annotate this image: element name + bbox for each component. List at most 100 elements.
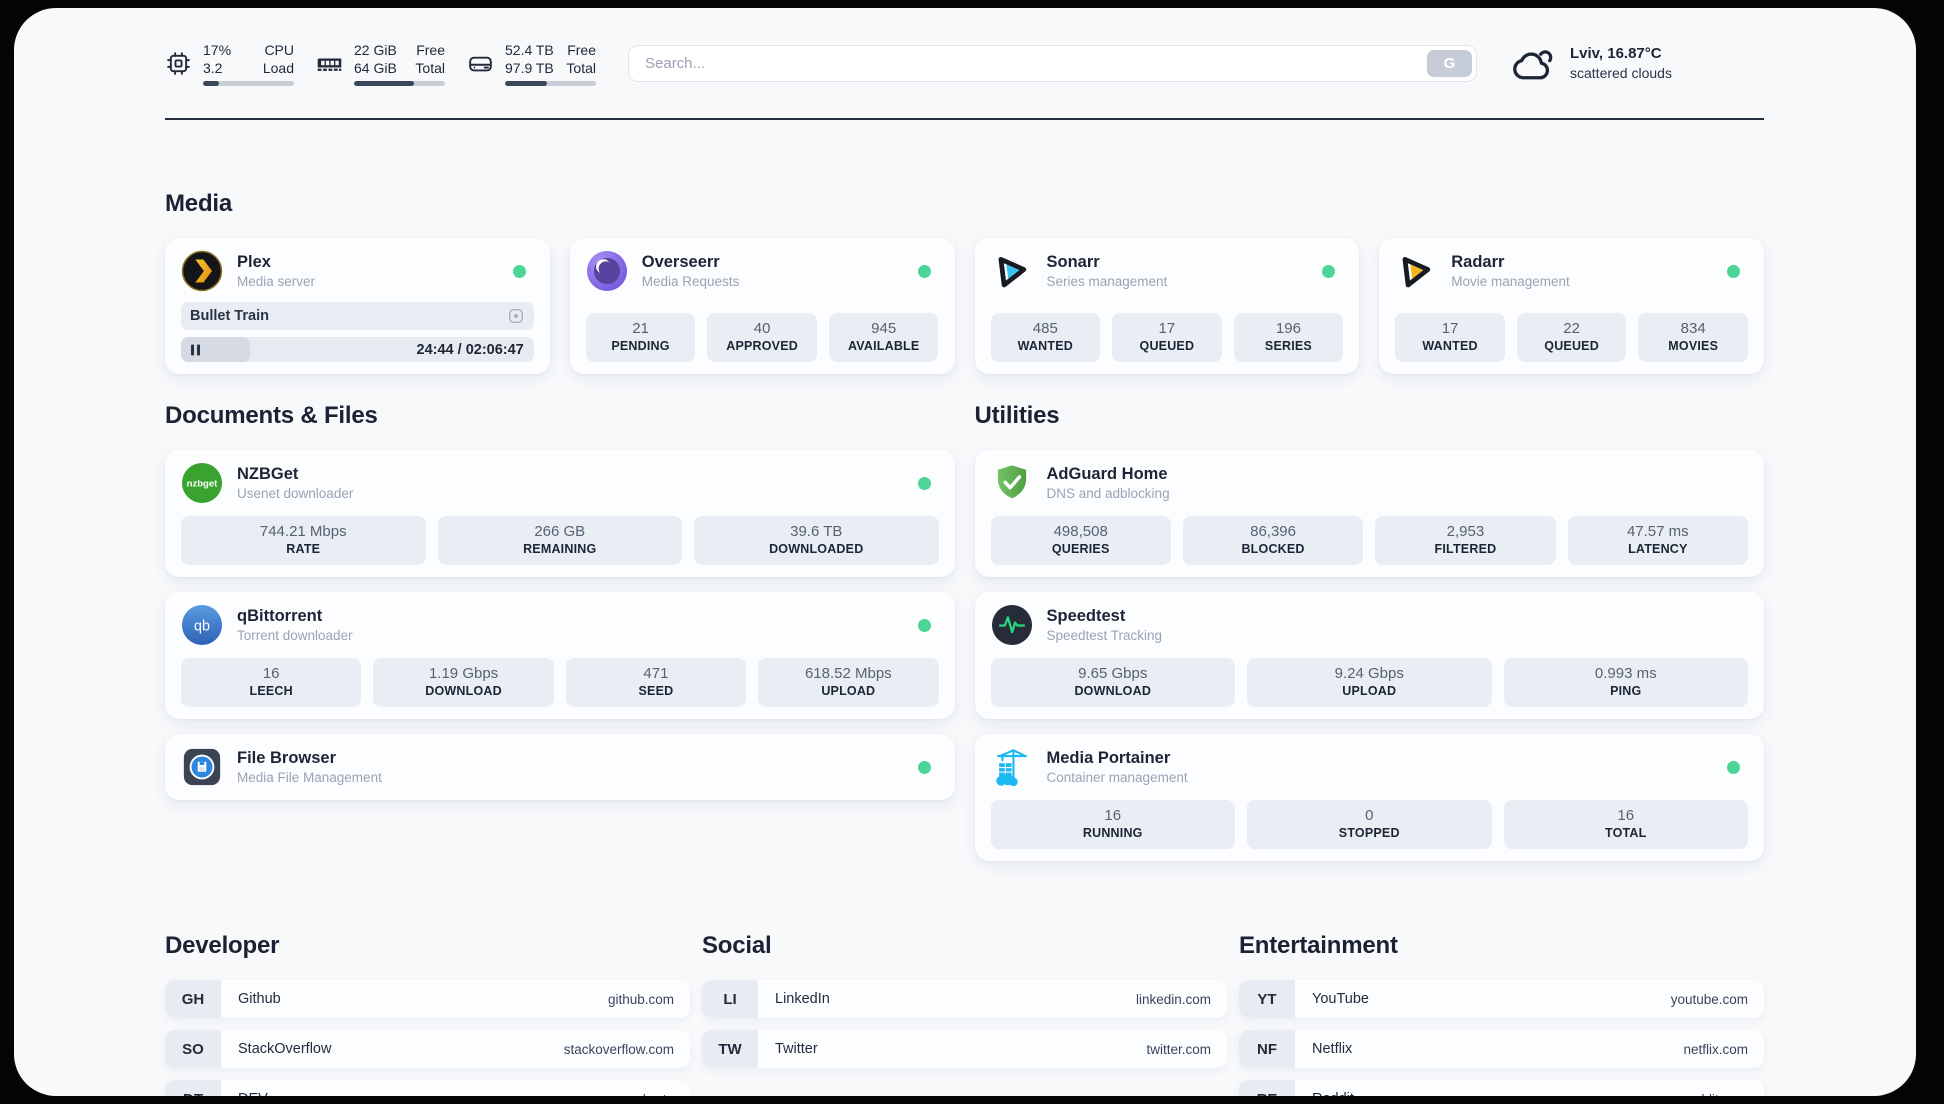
app-title: Sonarr (1046, 253, 1100, 271)
app-subtitle: Container management (1046, 770, 1188, 785)
app-title: Media Portainer (1046, 749, 1171, 767)
bookmark-name: DEV (238, 1091, 268, 1096)
now-playing-bar: Bullet Train (181, 302, 534, 330)
stat-box: 47.57 ms LATENCY (1567, 516, 1748, 565)
weather-widget: Lviv, 16.87°C scattered clouds (1509, 42, 1764, 84)
app-card-speedtest[interactable]: Speedtest Speedtest Tracking 9.65 Gbps D… (974, 592, 1764, 719)
bookmark-url: youtube.com (1670, 991, 1748, 1007)
disk-icon (469, 56, 492, 71)
app-title: NZBGet (237, 465, 299, 483)
stat-box: 39.6 TB DOWNLOADED (694, 516, 939, 565)
search-input[interactable] (628, 44, 1477, 82)
status-online-dot (917, 476, 931, 490)
radarr-logo-icon (1395, 250, 1437, 292)
section-title-social: Social (702, 932, 772, 959)
storage-widget: 52.4 TB Free 97.9 TB Total (467, 41, 596, 86)
stat-box: 266 GB REMAINING (437, 516, 682, 565)
bookmark-dev[interactable]: DT DEV dev.to (165, 1080, 690, 1096)
app-title: Radarr (1451, 253, 1505, 271)
app-card-filebrowser[interactable]: File Browser Media File Management (165, 734, 955, 800)
bookmark-abbr: LI (702, 980, 758, 1018)
memory-free-label: Free (416, 41, 445, 58)
weather-location-temp: Lviv, 16.87°C (1570, 45, 1662, 62)
stat-box: 471 SEED (565, 658, 747, 707)
stat-box: 21 PENDING (585, 313, 696, 362)
bookmark-youtube[interactable]: YT YouTube youtube.com (1239, 980, 1764, 1018)
pause-icon (191, 344, 200, 355)
session-icon (508, 308, 523, 324)
app-title: Overseerr (641, 253, 720, 271)
app-subtitle: Media Requests (641, 274, 740, 289)
header-divider (165, 118, 1764, 120)
bookmark-twitter[interactable]: TW Twitter twitter.com (702, 1030, 1227, 1068)
playback-time: 24:44 / 02:06:47 (416, 341, 524, 358)
bookmark-netflix[interactable]: NF Netflix netflix.com (1239, 1030, 1764, 1068)
bookmark-linkedin[interactable]: LI LinkedIn linkedin.com (702, 980, 1227, 1018)
section-entertainment: Entertainment YT YouTube youtube.com NF … (1239, 932, 1764, 1096)
cpu-load-value: 3.2 (203, 59, 223, 76)
bookmark-name: Reddit (1312, 1091, 1354, 1096)
plex-logo-icon (181, 250, 223, 292)
section-utilities: Utilities (974, 402, 1764, 876)
app-subtitle: Speedtest Tracking (1046, 628, 1163, 643)
app-title: File Browser (237, 749, 337, 767)
bookmark-abbr: RE (1239, 1080, 1295, 1096)
stat-box: 16 RUNNING (990, 800, 1235, 849)
ram-icon (317, 57, 342, 71)
cpu-load-label: Load (262, 59, 294, 76)
search-engine-button[interactable]: G (1427, 49, 1472, 77)
section-developer: Developer GH Github github.com SO StackO… (165, 932, 690, 1096)
status-online-dot (512, 264, 526, 278)
stat-box: 22 QUEUED (1516, 313, 1627, 362)
status-online-dot (917, 760, 931, 774)
app-card-overseerr[interactable]: Overseerr Media Requests 21 PENDING 40 A… (569, 238, 955, 374)
cpu-chip-icon (167, 51, 190, 75)
section-title-utilities: Utilities (974, 402, 1060, 429)
bookmark-stackoverflow[interactable]: SO StackOverflow stackoverflow.com (165, 1030, 690, 1068)
app-subtitle: Torrent downloader (237, 628, 353, 643)
stat-box: 16 LEECH (181, 658, 362, 707)
app-title: qBittorrent (237, 607, 323, 625)
stat-box: 16 TOTAL (1503, 800, 1748, 849)
weather-condition: scattered clouds (1570, 65, 1672, 81)
section-title-entertainment: Entertainment (1239, 932, 1398, 959)
app-subtitle: Media File Management (237, 770, 382, 785)
stat-box: 86,396 BLOCKED (1182, 516, 1364, 565)
stat-box: 9.24 Gbps UPLOAD (1247, 658, 1492, 707)
app-card-plex[interactable]: Plex Media server Bullet Train (165, 238, 550, 374)
bookmark-reddit[interactable]: RE Reddit reddit.com (1239, 1080, 1764, 1096)
stat-box: 485 WANTED (990, 313, 1101, 362)
stat-box: 0.993 ms PING (1503, 658, 1748, 707)
top-bar: 17% CPU 3.2 Load (165, 34, 1764, 92)
bookmark-url: linkedin.com (1135, 991, 1211, 1007)
status-online-dot (917, 618, 931, 632)
section-title-media: Media (165, 190, 233, 217)
status-online-dot (1727, 264, 1740, 278)
cpu-widget: 17% CPU 3.2 Load (165, 41, 294, 86)
section-documents-files: Documents & Files nzbget NZBGet Usenet d (165, 402, 955, 876)
app-card-sonarr[interactable]: Sonarr Series management 485 WANTED 17 Q… (974, 238, 1360, 374)
app-card-radarr[interactable]: Radarr Movie management 17 WANTED 22 QUE… (1379, 238, 1764, 374)
speedtest-logo-icon (991, 604, 1033, 646)
bookmark-url: dev.to (638, 1092, 674, 1097)
app-card-qbittorrent[interactable]: qb qBittorrent Torrent downloader 16 LEE… (165, 592, 955, 719)
bookmark-url: reddit.com (1685, 1092, 1748, 1097)
bookmark-github[interactable]: GH Github github.com (165, 980, 690, 1018)
memory-total-label: Total (415, 59, 445, 76)
app-card-nzbget[interactable]: nzbget NZBGet Usenet downloader 744.21 M… (165, 450, 955, 577)
overseerr-logo-icon (586, 250, 628, 292)
app-card-portainer[interactable]: Media Portainer Container management 16 … (974, 734, 1764, 861)
stat-box: 196 SERIES (1233, 313, 1344, 362)
bookmark-url: github.com (607, 991, 674, 1007)
section-media: Media (165, 190, 1764, 374)
bookmark-abbr: NF (1239, 1030, 1295, 1068)
bookmark-abbr: YT (1239, 980, 1295, 1018)
stat-box: 1.19 Gbps DOWNLOAD (373, 658, 554, 707)
dashboard-window: 17% CPU 3.2 Load (14, 8, 1916, 1096)
status-online-dot (917, 264, 931, 278)
storage-free-value: 52.4 TB (505, 41, 554, 58)
app-card-adguard[interactable]: AdGuard Home DNS and adblocking 498,508 … (974, 450, 1764, 577)
adguard-logo-icon (991, 462, 1033, 504)
section-title-documents: Documents & Files (165, 402, 378, 429)
cloud-icon (1513, 50, 1553, 80)
